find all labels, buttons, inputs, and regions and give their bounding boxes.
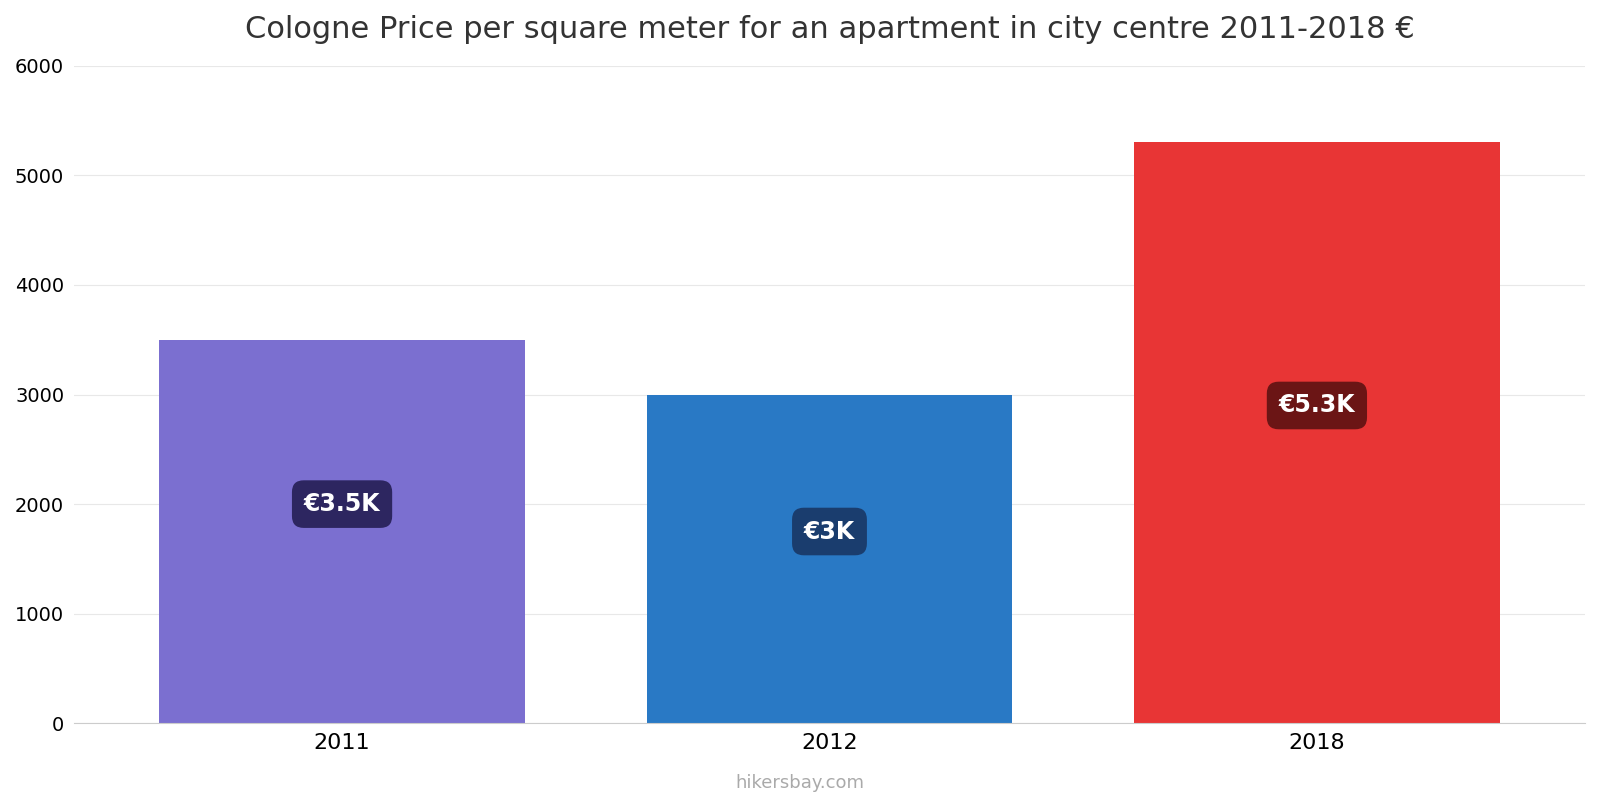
Text: €3K: €3K	[803, 519, 854, 543]
Text: €5.3K: €5.3K	[1278, 394, 1355, 418]
Bar	[160, 340, 525, 723]
Text: €3.5K: €3.5K	[304, 492, 381, 516]
Bar	[1134, 142, 1499, 723]
Title: Cologne Price per square meter for an apartment in city centre 2011-2018 €: Cologne Price per square meter for an ap…	[245, 15, 1414, 44]
Bar	[646, 394, 1013, 723]
Text: hikersbay.com: hikersbay.com	[736, 774, 864, 792]
